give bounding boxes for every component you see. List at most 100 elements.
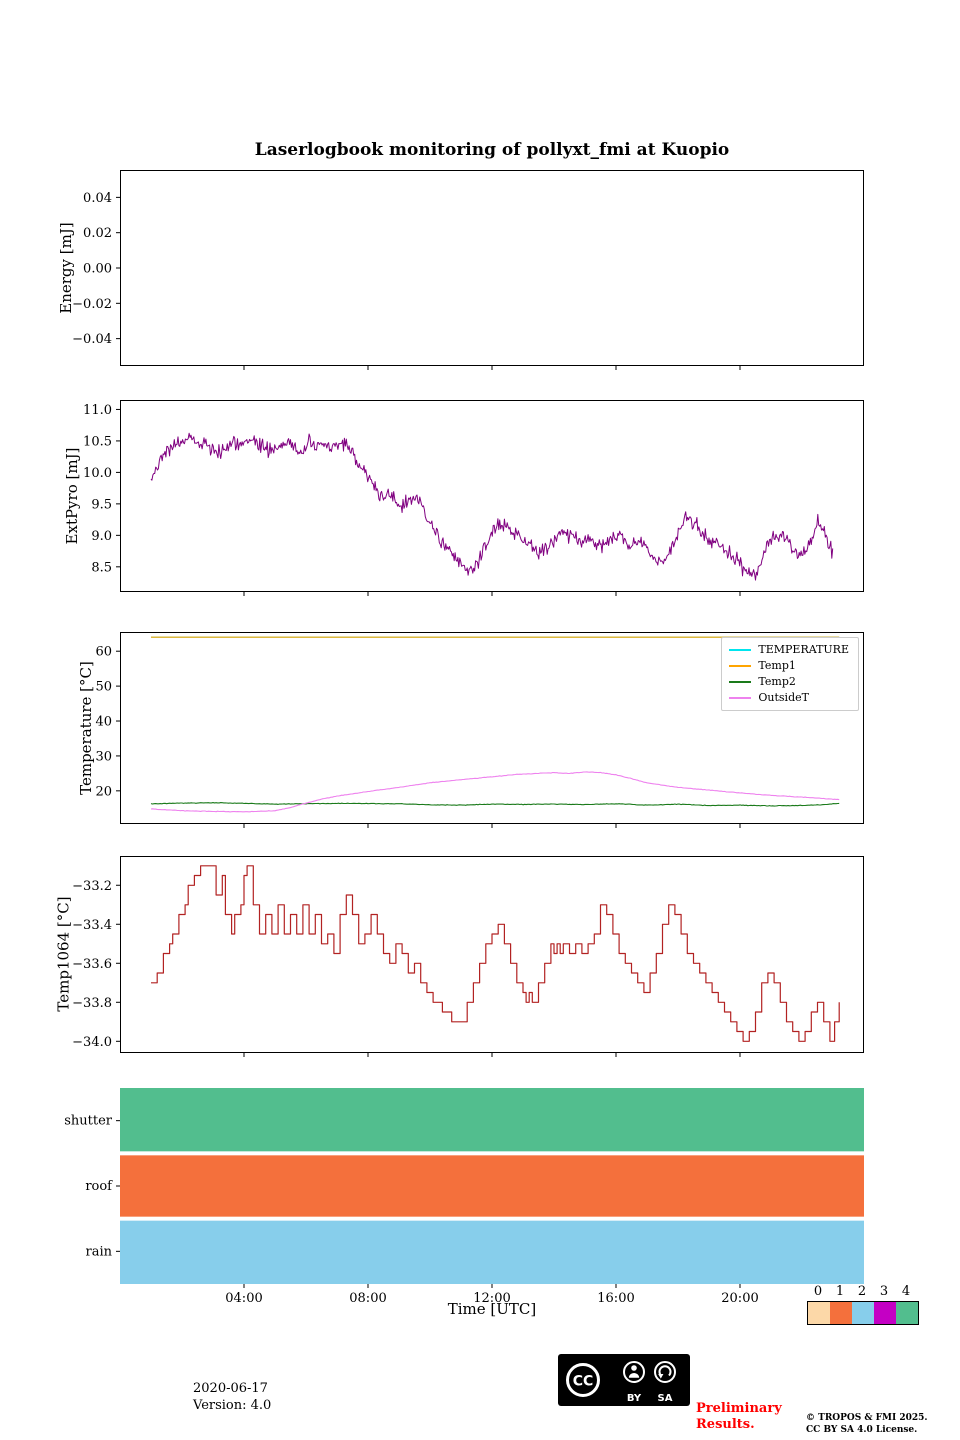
series-ExtPyro: [150, 432, 834, 581]
extpyro-plot-canvas: 8.5 9.0 9.5 10.0 10.5 11.0: [83, 400, 864, 596]
y-tick-label: 0.04: [83, 191, 112, 206]
legend-entry: Temp2: [729, 674, 849, 690]
figure-title: Laserlogbook monitoring of pollyxt_fmi a…: [254, 140, 730, 160]
badge-cc-text: CC: [573, 1374, 594, 1390]
colorbar-segment: [874, 1302, 896, 1324]
y-tick-label: 11.0: [83, 403, 112, 418]
temperature-ylabel: Temperature [°C]: [77, 661, 95, 795]
y-tick-label: −34.0: [72, 1035, 112, 1050]
status-category-label: shutter: [64, 1114, 113, 1129]
colorbar-segment: [852, 1302, 874, 1324]
legend-swatch-OutsideT: [729, 696, 752, 699]
status-band-shutter: [120, 1088, 864, 1152]
axes-border: [120, 170, 864, 366]
y-tick-label: −0.02: [72, 297, 112, 312]
y-tick-label: 10.0: [83, 466, 112, 481]
colorbar-tick-label: 2: [857, 1284, 867, 1299]
sa-arrow-arc-icon: [658, 1365, 672, 1377]
date-text: 2020-06-17: [193, 1381, 268, 1396]
colorbar-tick-label: 3: [879, 1284, 889, 1299]
version-text: Version: 4.0: [193, 1397, 272, 1413]
by-person-icon: [623, 1361, 645, 1383]
temperature-legend: TEMPERATURE Temp1 Temp2 OutsideT: [721, 637, 859, 711]
colorbar-tick-label: 4: [901, 1284, 911, 1299]
colorbar-tick-label: 1: [835, 1284, 845, 1299]
x-tick-label: 12:00: [473, 1291, 510, 1306]
temperature-plot: 20 30 40 50 60 TEMPERATURE Temp1 Temp2 OutsideT: [95, 632, 864, 828]
legend-label: OutsideT: [758, 690, 809, 704]
energy-plot: 0.04 0.02 0.00 −0.02 −0.04: [72, 170, 864, 370]
extpyro-plot: 8.5 9.0 9.5 10.0 10.5 11.0: [83, 400, 864, 596]
y-tick-label: −33.8: [72, 996, 112, 1011]
y-tick-label: 9.0: [91, 529, 112, 544]
sa-arrow-head-icon: [658, 1374, 664, 1379]
series-Temp2: [150, 802, 840, 807]
status-category-label: roof: [85, 1179, 113, 1194]
preliminary-line1: Preliminary: [696, 1401, 782, 1416]
series-OutsideT: [150, 771, 840, 813]
x-tick-label: 04:00: [225, 1291, 262, 1306]
legend-swatch-TEMPERATURE: [729, 648, 752, 651]
colorbar-segment: [896, 1302, 918, 1324]
legend-entry: Temp1: [729, 658, 849, 674]
status-plot: shutter roof rain 04:00 08:00 12:00 16:00 20:00: [64, 1088, 864, 1306]
axes-border: [120, 400, 864, 592]
sa-arrow-icon: [654, 1361, 676, 1383]
badge-sa-text: SA: [658, 1393, 673, 1404]
energy-plot-canvas: 0.04 0.02 0.00 −0.02 −0.04: [72, 170, 864, 370]
y-tick-label: −0.04: [72, 332, 112, 347]
y-tick-label: 20: [95, 784, 112, 799]
copyright-note: © TROPOS & FMI 2025. CC BY SA 4.0 Licens…: [806, 1412, 928, 1436]
temp1064-plot: −33.2 −33.4 −33.6 −33.8 −34.0: [72, 856, 864, 1057]
y-tick-label: −33.2: [72, 879, 112, 894]
y-tick-label: 40: [95, 715, 112, 730]
x-tick-label: 20:00: [721, 1291, 758, 1306]
colorbar-tick-label: 0: [813, 1284, 823, 1299]
status-band-roof: [120, 1155, 864, 1217]
legend-label: Temp1: [758, 658, 796, 672]
status-plot-canvas: shutter roof rain 04:00 08:00 12:00 16:00 20:00: [64, 1088, 864, 1306]
status-category-label: rain: [86, 1244, 113, 1259]
y-tick-label: 60: [95, 645, 112, 660]
colorbar-segment: [808, 1302, 830, 1324]
person-head-icon: [631, 1365, 637, 1371]
colorbar-bar: [807, 1301, 919, 1325]
legend-swatch-Temp2: [729, 680, 752, 683]
preliminary-line2: Results.: [696, 1417, 755, 1433]
x-tick-label: 16:00: [597, 1291, 634, 1306]
y-tick-label: 8.5: [91, 560, 112, 575]
y-tick-label: −33.6: [72, 957, 112, 972]
y-tick-label: 10.5: [83, 434, 112, 449]
energy-ylabel: Energy [mJ]: [57, 222, 75, 314]
legend-label: Temp2: [758, 674, 796, 688]
copyright-line1: © TROPOS & FMI 2025.: [806, 1413, 928, 1423]
legend-entry: TEMPERATURE: [729, 642, 849, 658]
person-body-icon: [628, 1373, 640, 1378]
y-tick-label: 9.5: [91, 497, 112, 512]
series-Temp1064: [151, 865, 840, 1042]
footer-date-version: 2020-06-17 Version: 4.0: [193, 1381, 271, 1415]
axes-border: [120, 632, 864, 824]
cc-by-sa-badge: CC BY SA: [558, 1354, 690, 1406]
preliminary-note: Preliminary Results.: [696, 1401, 782, 1434]
copyright-line2: CC BY SA 4.0 License.: [806, 1425, 918, 1436]
y-tick-label: 50: [95, 680, 112, 695]
legend-swatch-Temp1: [729, 664, 752, 667]
y-tick-label: 30: [95, 749, 112, 764]
status-band-rain: [120, 1220, 864, 1284]
x-tick-label: 08:00: [349, 1291, 386, 1306]
y-tick-label: 0.02: [83, 226, 112, 241]
temp1064-ylabel: Temp1064 [°C]: [54, 896, 73, 1012]
y-tick-label: 0.00: [83, 262, 112, 277]
temp1064-plot-canvas: −33.2 −33.4 −33.6 −33.8 −34.0: [72, 856, 864, 1057]
xaxis-label: Time [UTC]: [447, 1300, 537, 1318]
axes-border: [120, 856, 864, 1053]
colorbar-segment: [830, 1302, 852, 1324]
badge-by-text: BY: [627, 1393, 642, 1404]
extpyro-ylabel: ExtPyro [mJ]: [63, 447, 81, 545]
legend-entry: OutsideT: [729, 690, 849, 706]
legend-label: TEMPERATURE: [758, 643, 849, 656]
